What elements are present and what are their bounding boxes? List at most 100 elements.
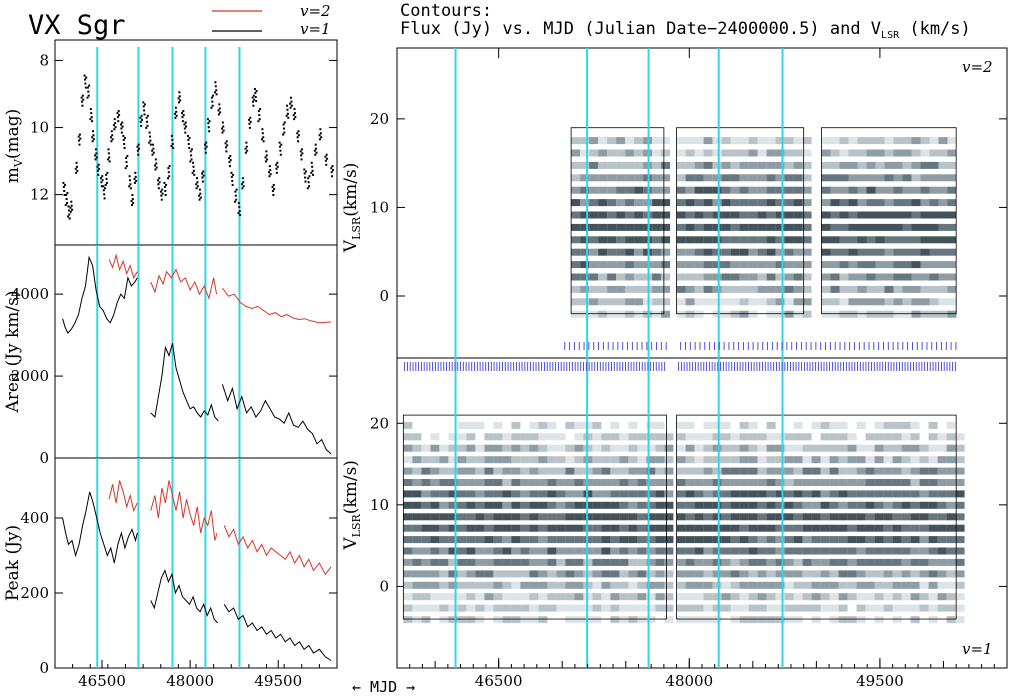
contour-cell <box>694 501 704 509</box>
contour-cell <box>484 490 494 498</box>
contour-cell <box>616 236 626 244</box>
contour-cell <box>839 174 849 182</box>
xtick-label: 48000 <box>665 672 713 690</box>
mag-point <box>241 177 244 180</box>
contour-cell <box>811 501 821 509</box>
mag-point <box>77 135 80 138</box>
contour-cell <box>580 223 590 231</box>
contour-cell <box>920 248 930 256</box>
contour-cell <box>634 161 644 169</box>
contour-cell <box>694 456 704 464</box>
contour-cell <box>730 298 740 306</box>
contour-cell <box>712 421 722 429</box>
contour-cell <box>830 298 840 306</box>
contour-cell <box>475 604 485 612</box>
contour-cell <box>610 524 620 532</box>
contour-cell <box>430 513 440 521</box>
mag-point <box>135 179 138 182</box>
ytick-label: 2000 <box>11 367 49 385</box>
contour-cell <box>793 137 803 145</box>
contour-cell <box>556 581 566 589</box>
contour-cell <box>703 501 713 509</box>
contour-cell <box>712 248 722 256</box>
contour-cell <box>607 261 617 269</box>
contour-cell <box>547 490 557 498</box>
contour-cell <box>766 273 776 281</box>
contour-cell <box>610 593 620 601</box>
mag-point <box>265 154 268 157</box>
contour-cell <box>448 501 458 509</box>
contour-cell <box>484 513 494 521</box>
xtick-label: 46500 <box>475 672 523 690</box>
contour-cell <box>703 490 713 498</box>
contour-cell <box>829 490 839 498</box>
contour-cell <box>661 199 671 207</box>
contour-cell <box>766 161 776 169</box>
contour-cell <box>766 604 776 612</box>
contour-cell <box>610 547 620 555</box>
contour-cell <box>802 298 812 306</box>
contour-cell <box>892 524 902 532</box>
contour-cell <box>652 310 662 318</box>
contour-cell <box>739 261 749 269</box>
mag-point <box>230 171 233 174</box>
contour-cell <box>929 298 939 306</box>
contour-cell <box>466 456 476 464</box>
contour-cell <box>829 433 839 441</box>
contour-cell <box>838 513 848 521</box>
contour-cell <box>712 186 722 194</box>
mag-point <box>221 127 224 130</box>
mag-point <box>151 143 154 146</box>
mag-point <box>107 158 110 161</box>
mag-point <box>290 104 293 107</box>
contour-cell <box>884 223 894 231</box>
mag-point <box>330 171 333 174</box>
contour-cell <box>793 536 803 544</box>
contour-cell <box>676 501 686 509</box>
contour-cell <box>430 547 440 555</box>
contour-cell <box>848 211 858 219</box>
contour-cell <box>793 604 803 612</box>
mag-point <box>160 198 163 201</box>
contour-cell <box>775 261 785 269</box>
contour-outline <box>570 127 665 315</box>
contour-cell <box>938 236 948 244</box>
contour-cell <box>628 479 638 486</box>
contour-cell <box>664 501 674 509</box>
contour-cell <box>694 199 704 207</box>
contour-cell <box>857 174 867 182</box>
contour-cell <box>439 444 449 452</box>
mag-point <box>234 194 237 197</box>
mag-point <box>273 187 276 190</box>
contour-cell <box>592 433 602 441</box>
contour-cell <box>676 298 686 306</box>
contour-cell <box>655 558 665 566</box>
contour-layer <box>402 414 965 624</box>
contour-cell <box>911 298 921 306</box>
contour-cell <box>856 547 866 555</box>
mag-point <box>192 165 195 168</box>
mag-point <box>123 142 126 145</box>
contour-cell <box>712 174 722 182</box>
contour-cell <box>739 479 749 486</box>
mag-point <box>89 108 92 111</box>
mag-point <box>165 183 168 186</box>
mag-point <box>121 125 124 128</box>
contour-cell <box>802 261 812 269</box>
contour-cell <box>646 513 656 521</box>
contour-cell <box>694 261 704 269</box>
mag-point <box>186 134 189 137</box>
contour-cell <box>703 593 713 601</box>
mag-point <box>195 187 198 190</box>
contour-cell <box>511 570 521 578</box>
contour-cell <box>601 547 611 555</box>
contour-cell <box>893 137 903 145</box>
contour-cell <box>616 248 626 256</box>
contour-cell <box>685 444 695 452</box>
mag-point <box>171 142 174 145</box>
contour-cell <box>884 186 894 194</box>
contour-cell <box>847 558 857 566</box>
contour-cell <box>902 298 912 306</box>
contour-cell <box>712 581 722 589</box>
mag-point <box>111 134 114 137</box>
